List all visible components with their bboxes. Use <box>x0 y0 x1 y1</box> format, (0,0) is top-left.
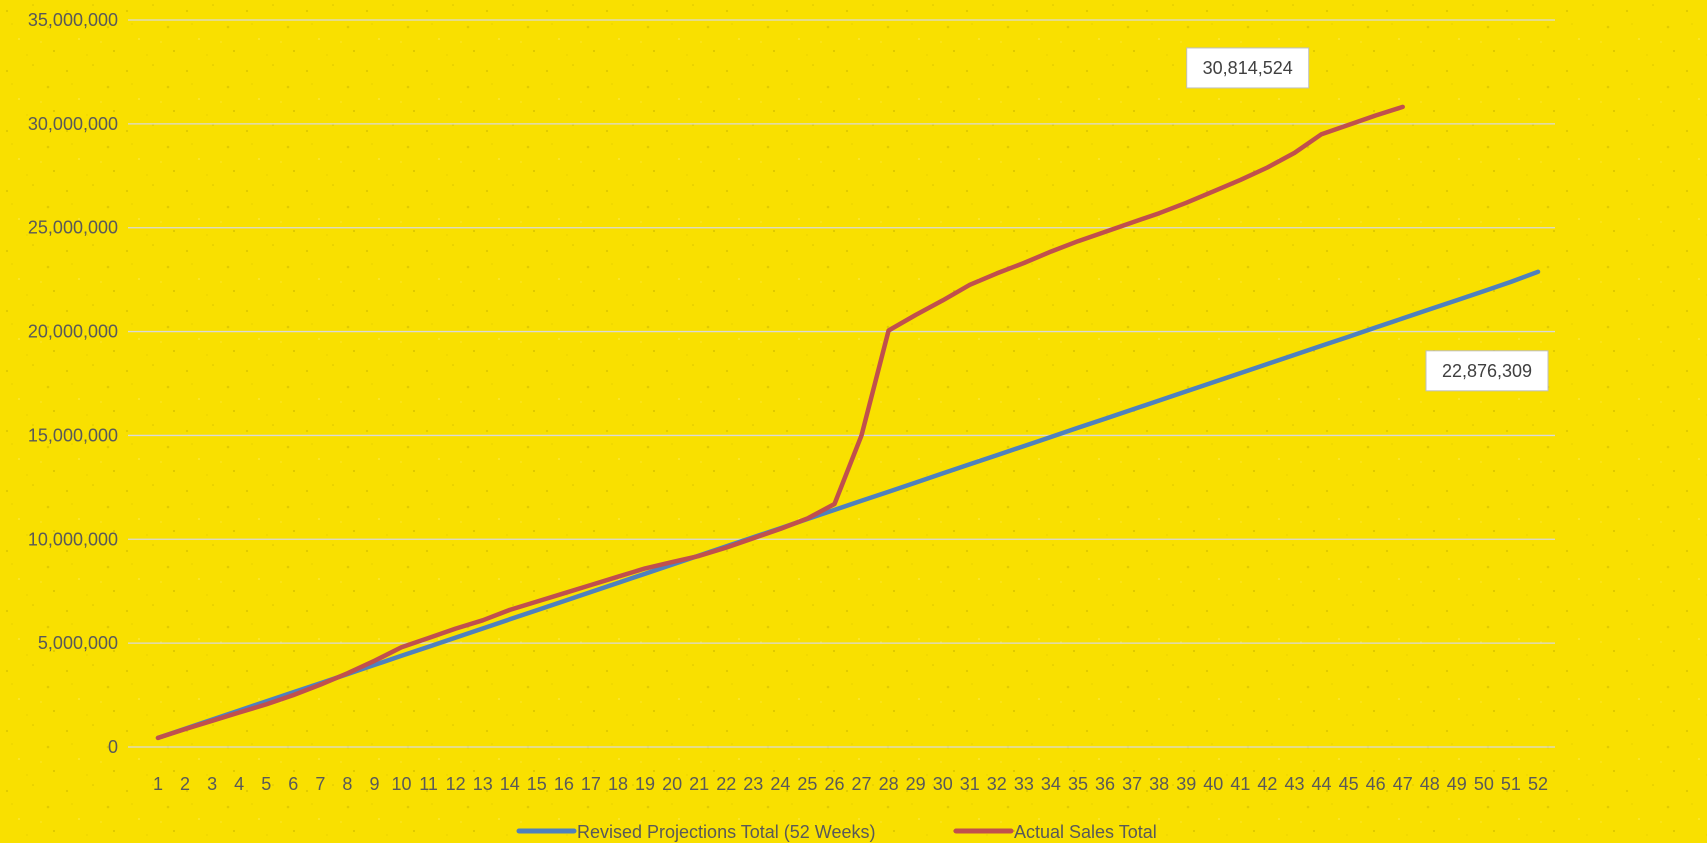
x-tick-label: 15 <box>527 774 547 794</box>
y-tick-label: 0 <box>108 737 118 757</box>
x-tick-label: 32 <box>987 774 1007 794</box>
y-tick-label: 10,000,000 <box>28 529 118 549</box>
x-tick-label: 46 <box>1366 774 1386 794</box>
x-tick-label: 45 <box>1339 774 1359 794</box>
x-tick-label: 12 <box>446 774 466 794</box>
legend-label: Revised Projections Total (52 Weeks) <box>577 822 875 842</box>
x-tick-label: 52 <box>1528 774 1548 794</box>
x-tick-label: 27 <box>852 774 872 794</box>
data-label-box <box>1186 47 1310 89</box>
x-tick-label: 21 <box>689 774 709 794</box>
x-tick-label: 5 <box>261 774 271 794</box>
data-label: 22,876,309 <box>1425 350 1549 392</box>
x-tick-label: 9 <box>369 774 379 794</box>
x-tick-label: 33 <box>1014 774 1034 794</box>
x-tick-label: 23 <box>743 774 763 794</box>
x-tick-label: 8 <box>342 774 352 794</box>
x-tick-label: 11 <box>419 774 438 794</box>
x-tick-label: 7 <box>315 774 325 794</box>
data-label-value: 30,814,524 <box>1203 58 1293 78</box>
x-tick-label: 22 <box>716 774 736 794</box>
data-label: 30,814,524 <box>1186 47 1310 89</box>
x-tick-label: 39 <box>1176 774 1196 794</box>
data-label-box <box>1425 350 1549 392</box>
x-tick-label: 42 <box>1257 774 1277 794</box>
x-tick-label: 34 <box>1041 774 1061 794</box>
x-tick-label: 26 <box>824 774 844 794</box>
series-line <box>155 104 1405 741</box>
data-label-value: 22,876,309 <box>1442 361 1532 381</box>
x-tick-label: 43 <box>1284 774 1304 794</box>
legend: Revised Projections Total (52 Weeks) Actu… <box>516 822 1157 842</box>
y-tick-label: 15,000,000 <box>28 425 118 445</box>
x-tick-label: 24 <box>770 774 790 794</box>
x-tick-label: 31 <box>960 774 980 794</box>
x-tick-label: 19 <box>635 774 655 794</box>
y-tick-label: 25,000,000 <box>28 218 118 238</box>
x-axis-tick-labels: 1 2 3 4 5 6 7 8 9 10 11 12 13 14 15 16 17 18 19 20 21 22 23 24 2… <box>153 774 1548 794</box>
x-tick-label: 3 <box>207 774 217 794</box>
x-tick-label: 1 <box>153 774 163 794</box>
x-tick-label: 10 <box>392 774 412 794</box>
x-tick-label: 6 <box>288 774 298 794</box>
x-tick-label: 30 <box>933 774 953 794</box>
x-tick-label: 38 <box>1149 774 1169 794</box>
x-tick-label: 49 <box>1447 774 1467 794</box>
x-tick-label: 14 <box>500 774 520 794</box>
x-tick-label: 41 <box>1230 774 1250 794</box>
y-tick-label: 35,000,000 <box>28 10 118 30</box>
x-tick-label: 35 <box>1068 774 1088 794</box>
x-tick-label: 13 <box>473 774 493 794</box>
x-tick-label: 2 <box>180 774 190 794</box>
x-tick-label: 50 <box>1474 774 1494 794</box>
x-tick-label: 48 <box>1420 774 1440 794</box>
gridlines <box>128 19 1555 748</box>
y-tick-label: 5,000,000 <box>38 633 118 653</box>
x-tick-label: 51 <box>1501 774 1521 794</box>
y-tick-label: 30,000,000 <box>28 114 118 134</box>
x-tick-label: 36 <box>1095 774 1115 794</box>
y-axis-tick-labels: 0 5,000,000 10,000,000 15,000,000 20,000,000… <box>28 10 118 757</box>
legend-item: Actual Sales Total <box>953 822 1157 842</box>
series-lines <box>155 104 1541 741</box>
x-tick-label: 37 <box>1122 774 1142 794</box>
x-tick-label: 20 <box>662 774 682 794</box>
x-tick-label: 47 <box>1393 774 1413 794</box>
x-tick-label: 18 <box>608 774 628 794</box>
y-tick-label: 20,000,000 <box>28 322 118 342</box>
x-tick-label: 28 <box>879 774 899 794</box>
x-tick-label: 16 <box>554 774 574 794</box>
x-tick-label: 25 <box>797 774 817 794</box>
x-tick-label: 4 <box>234 774 244 794</box>
legend-item: Revised Projections Total (52 Weeks) <box>516 822 875 842</box>
x-tick-label: 17 <box>581 774 601 794</box>
series-line <box>155 269 1541 741</box>
x-tick-label: 29 <box>906 774 926 794</box>
x-tick-label: 40 <box>1203 774 1223 794</box>
data-labels: 30,814,524 22,876,309 <box>1186 47 1549 392</box>
legend-label: Actual Sales Total <box>1014 822 1157 842</box>
x-tick-label: 44 <box>1312 774 1332 794</box>
